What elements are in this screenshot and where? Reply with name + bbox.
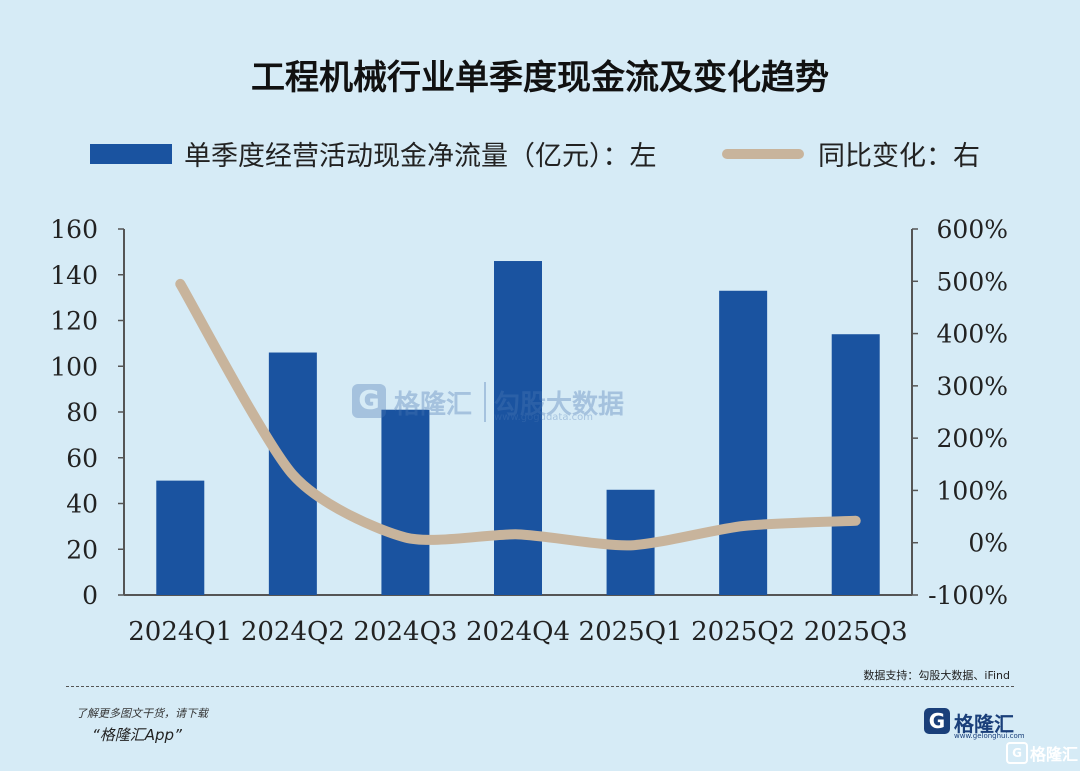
series-line [175, 278, 861, 551]
legend-bar-swatch [90, 144, 172, 164]
left-tick-label: 80 [66, 398, 98, 427]
bar [831, 334, 880, 595]
brand-logo-icon: G [924, 708, 950, 734]
x-tick-label: 2024Q4 [466, 617, 570, 647]
watermark-partner: 勾股大数据 [494, 390, 625, 420]
legend: 单季度经营活动现金净流量（亿元）：左 同比变化：右 [90, 132, 1050, 176]
legend-label-bar: 单季度经营活动现金净流量（亿元）：左 [184, 141, 657, 172]
brand-url: www.gelonghui.com [954, 732, 1025, 740]
watermark-partner-url: www.gogudata.com [494, 412, 594, 423]
footer-divider [66, 686, 1014, 687]
left-tick-label: 40 [66, 490, 98, 519]
left-tick-label: 0 [82, 581, 98, 610]
left-tick-label: 140 [50, 261, 98, 290]
chart-title: 工程机械行业单季度现金流及变化趋势 [251, 58, 829, 98]
brand-logo: G 格隆汇 www.gelonghui.com [924, 706, 1034, 740]
corner-watermark: G 格隆汇 [1006, 740, 1078, 764]
data-source: 数据支持：勾股大数据、iFind [863, 669, 1010, 682]
left-tick-label: 20 [66, 535, 98, 564]
corner-logo-icon: G [1006, 742, 1028, 764]
right-tick-label: -100% [928, 581, 1008, 610]
promo-text: 了解更多图文干货，请下载 [76, 707, 208, 720]
watermark-name: 格隆汇 [394, 390, 473, 420]
watermark-divider [484, 382, 486, 422]
left-tick-label: 120 [50, 307, 98, 336]
right-tick-label: 500% [937, 267, 1008, 296]
right-tick-label: 600% [937, 215, 1008, 244]
legend-line-swatch [722, 149, 804, 159]
legend-label-line: 同比变化：右 [818, 141, 980, 172]
bar [719, 290, 768, 595]
corner-watermark-label: 格隆汇 [1030, 745, 1079, 764]
x-tick-label: 2024Q3 [353, 617, 457, 647]
watermark: G 格隆汇 勾股大数据 www.gogudata.com [352, 382, 642, 423]
left-tick-label: 100 [50, 352, 98, 381]
promo-app-name: “格隆汇App” [92, 726, 182, 744]
left-tick-label: 160 [50, 215, 98, 244]
x-tick-label: 2024Q1 [128, 617, 232, 647]
right-tick-label: 0% [968, 529, 1008, 558]
x-tick-label: 2025Q2 [691, 617, 795, 647]
right-tick-label: 200% [937, 424, 1008, 453]
bar [381, 409, 430, 595]
brand-name: 格隆汇 [954, 712, 1014, 736]
x-tick-label: 2025Q1 [579, 617, 683, 647]
bar [156, 480, 205, 595]
watermark-logo-icon: G [352, 384, 386, 418]
x-tick-label: 2024Q2 [241, 617, 345, 647]
chart-plot: 0 20 40 60 80 100 120 140 160 -100% 0% 100% 200% 300%… [50, 215, 1008, 647]
left-tick-label: 60 [66, 444, 98, 473]
right-tick-label: 100% [937, 476, 1008, 505]
right-tick-label: 300% [937, 372, 1008, 401]
x-tick-label: 2025Q3 [804, 617, 908, 647]
right-tick-label: 400% [937, 320, 1008, 349]
bar [494, 261, 542, 595]
